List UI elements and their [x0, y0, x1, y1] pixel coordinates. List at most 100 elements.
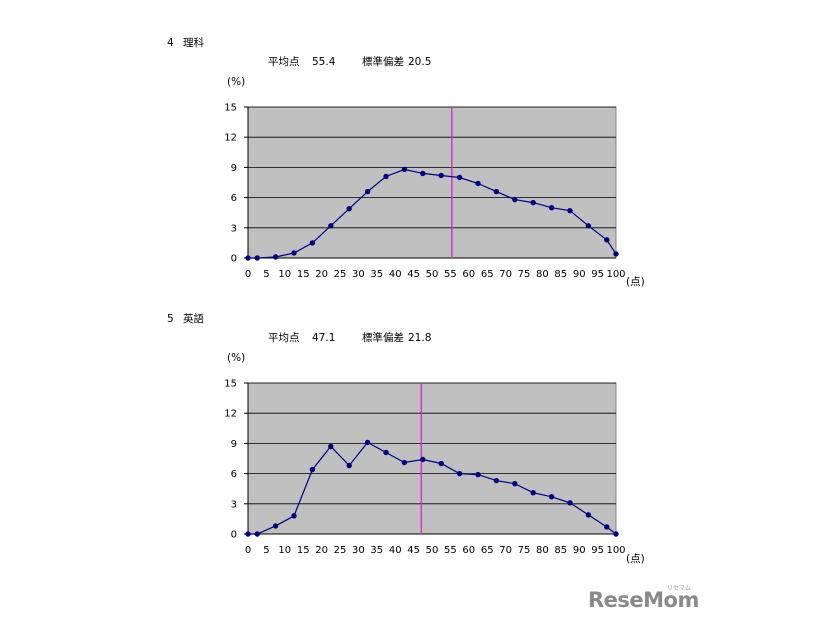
chart2-y-tick-label: 15 — [224, 379, 237, 390]
chart1-data-point — [475, 180, 481, 187]
chart1-data-point — [438, 172, 444, 179]
chart2-x-tick-label: 90 — [573, 545, 586, 556]
chart1-x-tick-label: 90 — [573, 269, 586, 280]
chart2-data-point — [364, 439, 371, 446]
chart2-data-point — [567, 500, 573, 506]
chart1-data-point — [493, 188, 500, 195]
chart2-data-point — [613, 531, 619, 537]
chart1-sd-value: 20.5 — [408, 56, 432, 68]
chart1-section-number: 4 — [167, 37, 174, 49]
chart1-data-point — [512, 196, 518, 203]
chart2-y-tick-label: 9 — [231, 439, 237, 450]
chart1-x-unit: (点) — [626, 276, 645, 288]
chart2-x-tick-label: 55 — [444, 545, 457, 556]
chart2-x-tick-label: 60 — [462, 545, 475, 556]
chart2-x-tick-label: 50 — [426, 545, 439, 556]
chart1-x-tick-label: 5 — [263, 269, 269, 280]
chart2-data-point — [401, 459, 408, 466]
chart1-x-tick-label: 50 — [426, 269, 439, 280]
chart1-data-point — [254, 255, 260, 261]
chart2-x-tick-label: 45 — [407, 545, 420, 556]
chart1-data-point — [613, 251, 619, 257]
chart2-data-point — [272, 523, 279, 529]
chart2-x-tick-label: 100 — [606, 545, 625, 556]
chart1-data-point — [456, 174, 463, 181]
resemom-logo: ReseMom — [588, 588, 699, 612]
chart2-data-point — [383, 449, 389, 456]
chart1-x-tick-label: 35 — [370, 269, 383, 280]
chart2-y-unit: (%) — [227, 352, 246, 364]
chart2-x-tick-label: 65 — [481, 545, 494, 556]
chart1-x-tick-label: 85 — [554, 269, 567, 280]
chart2-data-point — [604, 524, 610, 530]
chart2-x-tick-label: 20 — [315, 545, 328, 556]
chart2-data-point — [328, 443, 334, 450]
chart2-data-point — [530, 490, 536, 496]
chart2-y-tick-label: 12 — [224, 409, 237, 420]
chart1-y-tick-label: 15 — [224, 103, 237, 114]
chart1-x-tick-label: 80 — [536, 269, 549, 280]
chart1-y-tick-label: 9 — [231, 163, 237, 174]
chart1-data-point — [291, 250, 297, 256]
chart1-data-point — [585, 223, 592, 229]
chart2-x-unit: (点) — [626, 553, 645, 565]
chart1-y-tick-label: 3 — [231, 223, 237, 234]
chart1-series-line — [248, 168, 617, 259]
chart1-data-point — [530, 199, 536, 206]
chart1-x-tick-label: 0 — [245, 269, 251, 280]
chart2-y-tick-label: 0 — [231, 530, 237, 541]
chart1-x-tick-label: 55 — [444, 269, 457, 280]
chart2-section-title: 英語 — [183, 313, 204, 325]
chart1-x-tick-label: 65 — [481, 269, 494, 280]
chart1-y-tick-label: 6 — [231, 193, 237, 204]
chart2-x-tick-label: 10 — [278, 545, 291, 556]
chart1-data-point — [383, 173, 389, 180]
chart2-y-tick-label: 6 — [231, 469, 237, 480]
chart2-data-point — [291, 513, 297, 519]
chart1-x-tick-label: 30 — [352, 269, 365, 280]
chart2-x-tick-label: 85 — [554, 545, 567, 556]
chart2-data-point — [438, 460, 444, 467]
chart1-data-point — [401, 166, 408, 173]
chart1-data-point — [346, 205, 352, 212]
chart2-data-point — [420, 456, 426, 463]
chart1-mean-label: 平均点 — [268, 56, 300, 68]
chart2-x-tick-label: 40 — [389, 545, 402, 556]
chart1-x-tick-label: 60 — [462, 269, 475, 280]
chart2-x-tick-label: 15 — [297, 545, 310, 556]
chart1-plot-area — [247, 106, 617, 259]
chart1-data-point — [272, 254, 279, 260]
chart1-x-tick-label: 25 — [334, 269, 347, 280]
chart2-data-point — [548, 494, 555, 500]
chart2-x-tick-label: 25 — [334, 545, 347, 556]
chart1-data-point — [567, 207, 573, 214]
chart1-x-tick-label: 70 — [499, 269, 512, 280]
chart2-sd-value: 21.8 — [408, 332, 432, 344]
chart2-x-tick-label: 35 — [370, 545, 383, 556]
chart2-data-point — [309, 466, 316, 473]
chart1-x-tick-label: 95 — [591, 269, 604, 280]
chart1-x-tick-label: 15 — [297, 269, 310, 280]
chart2-sd-label: 標準偏差 — [362, 332, 404, 344]
chart1-x-tick-label: 75 — [518, 269, 531, 280]
resemom-logo-ruby: リセマム — [667, 585, 692, 592]
chart2-plot-area — [247, 382, 617, 535]
chart1-data-point — [309, 240, 316, 246]
chart2-data-point — [245, 531, 251, 537]
chart2-data-point — [346, 462, 352, 469]
chart1-x-tick-label: 45 — [407, 269, 420, 280]
chart1-x-tick-label: 100 — [606, 269, 625, 280]
chart1-y-tick-label: 0 — [231, 254, 237, 265]
chart2-x-tick-label: 95 — [591, 545, 604, 556]
chart1-y-tick-label: 12 — [224, 133, 237, 144]
chart2-data-point — [475, 471, 481, 478]
chart1-sd-label: 標準偏差 — [362, 56, 404, 68]
chart1-section-title: 理科 — [183, 37, 204, 49]
chart2-y-tick-label: 3 — [231, 499, 237, 510]
chart2-x-tick-label: 5 — [263, 545, 269, 556]
chart2-data-point — [585, 512, 592, 518]
chart1-data-point — [328, 223, 334, 229]
chart2-x-tick-label: 30 — [352, 545, 365, 556]
chart2-x-tick-label: 80 — [536, 545, 549, 556]
